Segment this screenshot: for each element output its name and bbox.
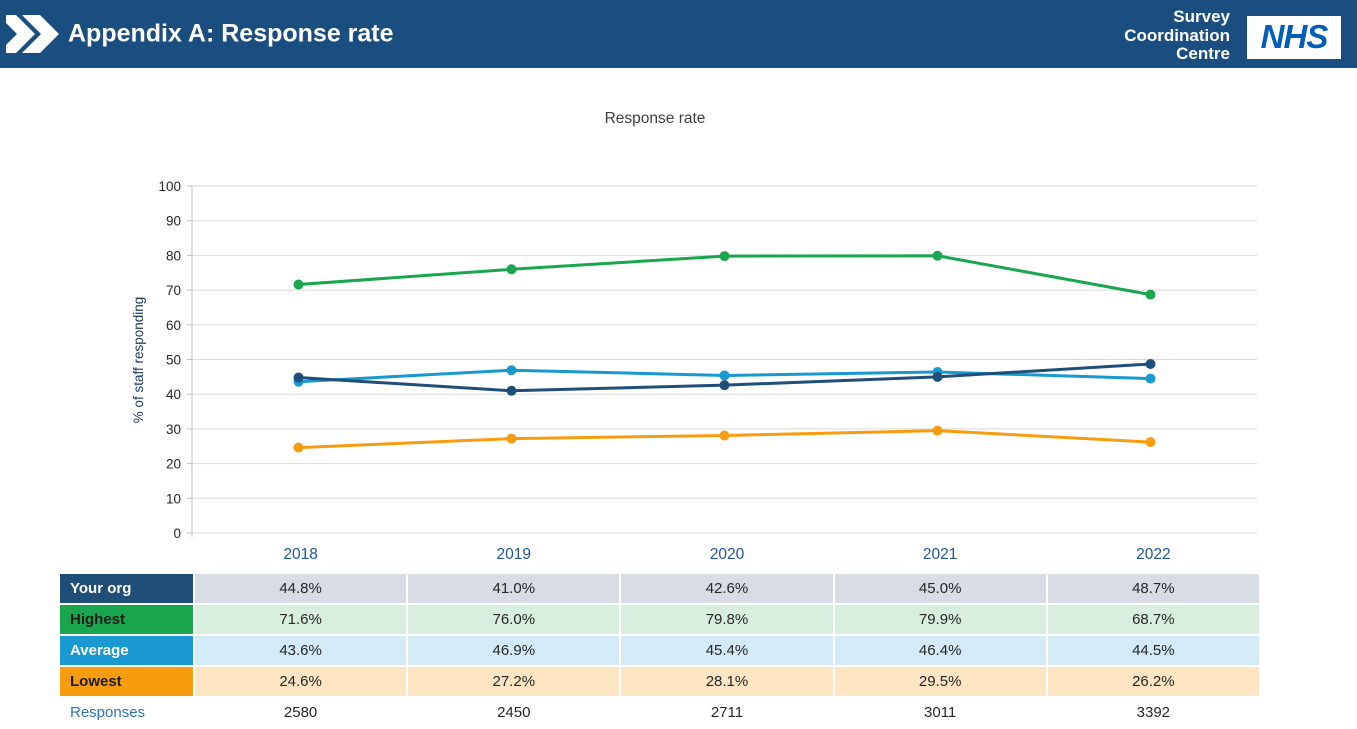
row-label-highest: Highest: [60, 605, 193, 634]
table-cell-responses-2018: 2580: [283, 704, 318, 721]
table-cell-lowest-2021: 29.5%: [834, 667, 1046, 696]
data-point-lowest-2022: [1145, 437, 1156, 448]
data-point-lowest-2018: [293, 442, 304, 453]
data-point-your-org-2021: [932, 371, 943, 382]
data-point-highest-2022: [1145, 289, 1156, 300]
table-cell-average-2022: 44.5%: [1047, 636, 1259, 665]
response-rate-table: 2018 2019 2020 2021 2022 Your org 44.8% 41.0% 42…: [60, 543, 1259, 727]
survey-coordination-centre-wordmark: Survey Coordination Centre: [1124, 7, 1230, 64]
table-cell-highest-2021: 79.9%: [834, 605, 1046, 634]
data-point-highest-2021: [932, 250, 943, 261]
y-tick-label: 10: [166, 491, 181, 506]
data-point-highest-2019: [506, 264, 517, 275]
table-cell-highest-2019: 76.0%: [408, 605, 620, 634]
y-tick-label: 50: [166, 353, 181, 368]
year-column-header: 2021: [922, 545, 958, 563]
table-cell-average-2021: 46.4%: [834, 636, 1046, 665]
table-cell-lowest-2020: 28.1%: [621, 667, 833, 696]
y-tick-label: 30: [166, 422, 181, 437]
y-tick-label: 70: [166, 283, 181, 298]
chart-title: Response rate: [604, 110, 706, 127]
y-tick-label: 60: [166, 318, 181, 333]
y-tick-label: 80: [166, 248, 181, 263]
brand-line: Survey: [1173, 7, 1230, 26]
data-point-lowest-2020: [719, 430, 730, 441]
table-cell-highest-2022: 68.7%: [1047, 605, 1259, 634]
table-cell-responses-2022: 3392: [1136, 704, 1171, 721]
table-cell-lowest-2022: 26.2%: [1047, 667, 1259, 696]
brand-line: Coordination: [1124, 25, 1230, 45]
y-tick-label: 90: [166, 214, 181, 229]
table-cell-responses-2019: 2450: [497, 704, 531, 721]
double-chevron-icon: [6, 15, 59, 53]
year-column-header: 2019: [496, 545, 532, 563]
data-point-lowest-2019: [506, 433, 517, 444]
data-point-average-2019: [506, 365, 517, 376]
table-cell-highest-2020: 79.8%: [621, 605, 833, 634]
table-cell-your-org-2019: 41.0%: [408, 574, 620, 603]
table-cell-your-org-2018: 44.8%: [195, 574, 407, 603]
nhs-logo: NHS: [1247, 16, 1341, 59]
series-line-highest: [297, 254, 1152, 297]
table-cell-your-org-2020: 42.6%: [621, 574, 833, 603]
data-point-your-org-2020: [719, 380, 730, 391]
table-cell-average-2018: 43.6%: [195, 636, 407, 665]
row-label-responses: Responses: [70, 704, 146, 721]
header-bar: Appendix A: Response rate Survey Coordin…: [0, 0, 1357, 68]
table-cell-lowest-2018: 24.6%: [195, 667, 407, 696]
data-point-your-org-2022: [1145, 359, 1156, 370]
table-cell-highest-2018: 71.6%: [195, 605, 407, 634]
year-header-spacer: [60, 543, 193, 566]
data-point-lowest-2021: [932, 425, 943, 436]
data-point-your-org-2018: [293, 372, 304, 383]
year-column-header: 2020: [709, 545, 745, 563]
table-cell-responses-2021: 3011: [924, 704, 957, 721]
data-point-average-2022: [1145, 373, 1156, 384]
nhs-logo-text: NHS: [1260, 18, 1329, 55]
table-cell-average-2019: 46.9%: [408, 636, 620, 665]
row-label-your-org: Your org: [60, 574, 193, 603]
y-tick-label: 100: [158, 179, 181, 194]
y-tick-label: 40: [166, 387, 181, 402]
data-point-your-org-2019: [506, 385, 517, 396]
year-column-header: 2022: [1136, 545, 1171, 563]
table-cell-lowest-2019: 27.2%: [408, 667, 620, 696]
page-title: Appendix A: Response rate: [68, 19, 394, 48]
row-label-lowest: Lowest: [60, 667, 193, 696]
data-point-average-2020: [719, 370, 730, 381]
table-cell-average-2020: 45.4%: [621, 636, 833, 665]
table-cell-your-org-2022: 48.7%: [1047, 574, 1259, 603]
data-point-highest-2020: [719, 251, 730, 262]
row-label-average: Average: [60, 636, 193, 665]
table-cell-responses-2020: 2711: [710, 704, 744, 721]
brand-line: Centre: [1176, 44, 1230, 63]
table-cell-your-org-2021: 45.0%: [834, 574, 1046, 603]
y-tick-label: 20: [166, 457, 181, 472]
year-column-header: 2018: [283, 545, 318, 563]
data-point-highest-2018: [293, 279, 304, 290]
response-rate-line-chart: 0 10 20 30 40 50 60 70 80 90 100: [158, 179, 1257, 541]
y-tick-label: 0: [173, 526, 181, 541]
